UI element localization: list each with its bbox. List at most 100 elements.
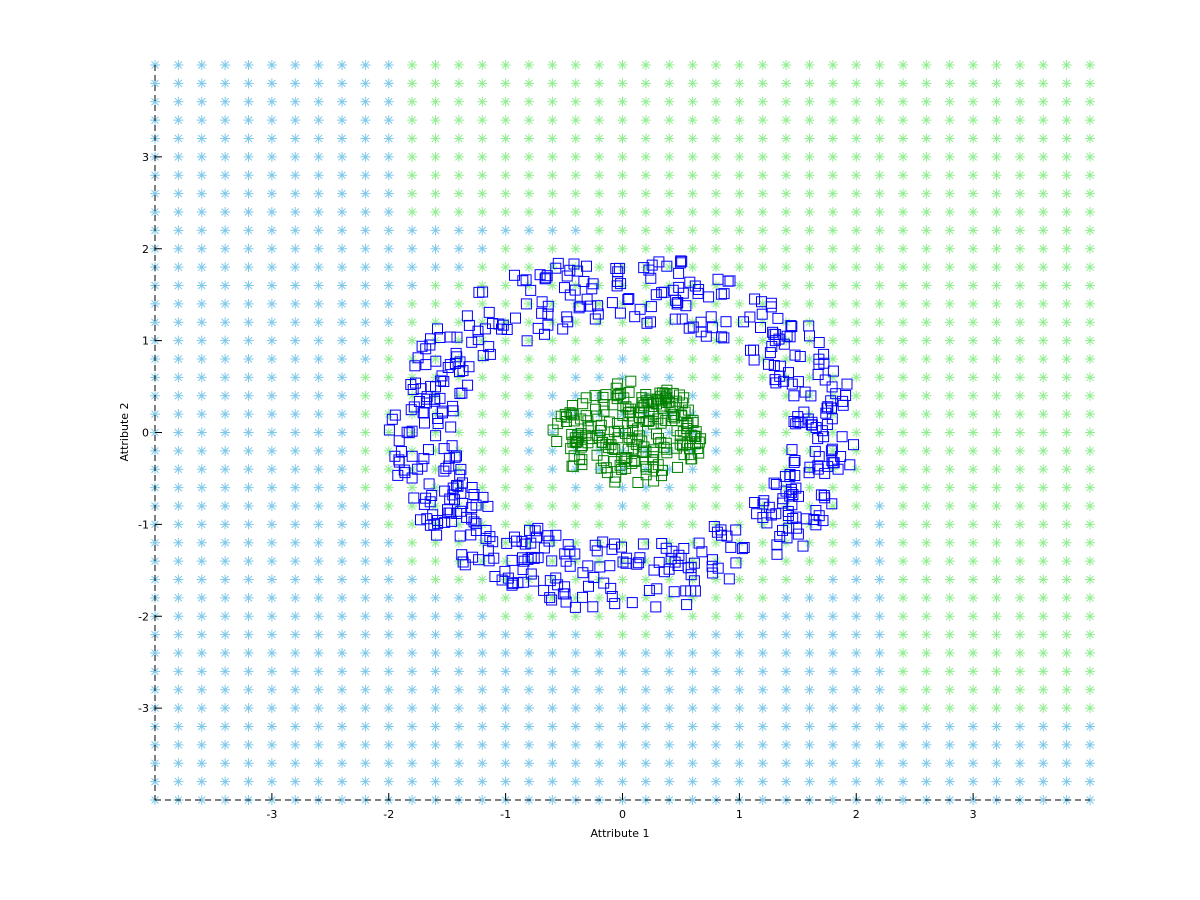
series-1-point <box>569 548 581 560</box>
series-1-point <box>546 594 558 606</box>
grid-asterisk-marker <box>173 537 184 548</box>
grid-asterisk-marker <box>734 445 745 456</box>
grid-asterisk-marker <box>757 592 768 603</box>
grid-asterisk-marker <box>360 776 371 787</box>
grid-asterisk-marker <box>196 464 207 475</box>
grid-asterisk-marker <box>290 335 301 346</box>
grid-asterisk-marker <box>944 262 955 273</box>
grid-asterisk-marker <box>290 758 301 769</box>
grid-asterisk-marker <box>220 629 231 640</box>
grid-asterisk-marker <box>1014 482 1025 493</box>
grid-asterisk-marker <box>640 207 651 217</box>
grid-asterisk-marker <box>827 703 838 714</box>
grid-asterisk-marker <box>664 629 675 640</box>
grid-asterisk-marker <box>594 703 605 714</box>
grid-asterisk-marker <box>196 151 207 162</box>
grid-asterisk-marker <box>570 115 581 126</box>
grid-asterisk-marker <box>687 519 698 530</box>
grid-asterisk-marker <box>1014 445 1025 456</box>
grid-asterisk-marker <box>640 501 651 511</box>
grid-asterisk-marker <box>851 243 862 254</box>
series-1-point <box>782 510 794 521</box>
grid-asterisk-marker <box>687 372 698 383</box>
series-1-point <box>420 492 432 504</box>
grid-asterisk-marker <box>804 225 815 236</box>
grid-asterisk-marker <box>664 684 675 695</box>
grid-asterisk-marker <box>243 537 254 548</box>
grid-asterisk-marker <box>827 60 838 70</box>
series-1-point <box>683 322 695 334</box>
grid-asterisk-marker <box>781 188 792 199</box>
series-1-point <box>827 365 839 377</box>
grid-asterisk-marker <box>360 262 371 273</box>
grid-asterisk-marker <box>1038 721 1049 732</box>
grid-asterisk-marker <box>196 592 207 603</box>
grid-asterisk-marker <box>734 243 745 254</box>
grid-asterisk-marker <box>360 317 371 328</box>
series-1-point <box>525 537 537 549</box>
grid-asterisk-marker <box>594 115 605 126</box>
grid-asterisk-marker <box>921 776 932 787</box>
grid-asterisk-marker <box>944 298 955 309</box>
series-2-point <box>600 462 612 474</box>
grid-asterisk-marker <box>220 317 231 328</box>
series-1-point <box>793 490 804 502</box>
grid-asterisk-marker <box>827 611 838 622</box>
series-1-point <box>673 281 685 293</box>
grid-asterisk-marker <box>337 684 347 695</box>
grid-asterisk-marker <box>313 243 324 254</box>
grid-asterisk-marker <box>453 721 464 732</box>
grid-asterisk-marker <box>266 280 277 291</box>
grid-asterisk-marker <box>337 188 347 199</box>
grid-asterisk-marker <box>547 776 558 787</box>
grid-asterisk-marker <box>711 666 721 677</box>
grid-asterisk-marker <box>640 758 651 769</box>
grid-asterisk-marker <box>220 519 231 530</box>
grid-asterisk-marker <box>524 445 534 456</box>
grid-asterisk-marker <box>991 243 1002 254</box>
grid-asterisk-marker <box>337 96 347 107</box>
grid-asterisk-marker <box>407 648 418 658</box>
series-1-point <box>412 463 424 475</box>
grid-asterisk-marker <box>617 170 628 181</box>
grid-asterisk-marker <box>1038 170 1049 181</box>
series-1-point <box>724 275 736 287</box>
series-1-point <box>778 338 790 350</box>
grid-asterisk-marker <box>617 133 628 144</box>
grid-asterisk-marker <box>220 482 231 493</box>
grid-asterisk-marker <box>290 703 301 714</box>
grid-asterisk-marker <box>430 684 441 695</box>
grid-asterisk-marker <box>220 60 231 70</box>
series-1-point <box>725 541 737 553</box>
grid-asterisk-marker <box>313 666 324 677</box>
series-1-point <box>785 320 797 332</box>
grid-asterisk-marker <box>1061 354 1072 364</box>
grid-asterisk-marker <box>617 776 628 787</box>
grid-asterisk-marker <box>290 592 301 603</box>
series-2-point <box>660 415 672 427</box>
grid-asterisk-marker <box>687 739 698 750</box>
grid-asterisk-marker <box>898 703 908 714</box>
series-1-point <box>442 362 454 373</box>
grid-asterisk-marker <box>477 133 488 144</box>
grid-asterisk-marker <box>827 482 838 493</box>
grid-asterisk-marker <box>711 390 721 401</box>
grid-asterisk-marker <box>313 298 324 309</box>
grid-asterisk-marker <box>337 390 347 401</box>
series-1-point <box>661 260 673 272</box>
grid-asterisk-marker <box>266 335 277 346</box>
grid-asterisk-marker <box>991 188 1002 199</box>
grid-asterisk-marker <box>196 60 207 70</box>
grid-asterisk-marker <box>757 225 768 236</box>
grid-asterisk-marker <box>757 60 768 70</box>
grid-asterisk-marker <box>524 464 534 475</box>
grid-asterisk-marker <box>407 739 418 750</box>
grid-asterisk-marker <box>383 556 394 567</box>
grid-asterisk-marker <box>220 611 231 622</box>
grid-asterisk-marker <box>173 317 184 328</box>
grid-asterisk-marker <box>781 280 792 291</box>
grid-asterisk-marker <box>477 611 488 622</box>
grid-asterisk-marker <box>851 482 862 493</box>
grid-asterisk-marker <box>781 298 792 309</box>
grid-asterisk-marker <box>617 225 628 236</box>
